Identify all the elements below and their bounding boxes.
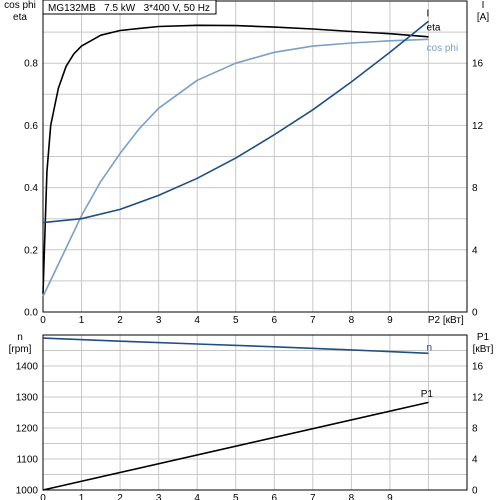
- y-left-axis-title: cos phi: [4, 0, 36, 11]
- y-left-tick-label: 0.2: [24, 245, 38, 256]
- y-left-tick-label: 1400: [16, 362, 39, 373]
- x-tick-label: 6: [271, 315, 277, 326]
- x-tick-label: 9: [387, 315, 393, 326]
- x-tick-label: 1: [79, 315, 85, 326]
- series-line-i: [42, 20, 430, 224]
- y-right-axis-title: [кВт]: [473, 344, 494, 355]
- y-left-tick-label: 0.6: [24, 121, 38, 132]
- x-tick-label: 6: [271, 493, 277, 500]
- y-left-axis-title: eta: [13, 12, 27, 23]
- y-right-tick-label: 4: [472, 455, 478, 466]
- y-left-tick-label: 0.8: [24, 59, 38, 70]
- x-tick-label: 2: [117, 493, 123, 500]
- y-right-tick-label: 12: [472, 393, 484, 404]
- series-label: P1: [421, 389, 434, 400]
- y-right-tick-label: 16: [472, 59, 484, 70]
- x-tick-label: 2: [117, 315, 123, 326]
- plot-frame: [42, 0, 468, 313]
- x-tick-label: 3: [156, 315, 162, 326]
- model-header: MG132MB 7.5 kW 3*400 V, 50 Hz: [42, 0, 217, 15]
- y-left-tick-label: 1300: [16, 393, 39, 404]
- series-line-cos-phi: [42, 38, 429, 297]
- bottom-panel: 0 1 2 3 4 5 6 7 8 9100011001200130014000481216n[r…: [9, 332, 494, 500]
- series-line-eta: [42, 24, 429, 294]
- x-tick-label: 8: [349, 493, 355, 500]
- x-tick-label: 5: [233, 315, 239, 326]
- x-tick-label: 0: [40, 493, 46, 500]
- x-tick-label: 7: [310, 315, 316, 326]
- y-right-tick-label: 4: [472, 245, 478, 256]
- y-right-tick-label: 0: [472, 308, 478, 319]
- x-tick-label: 9: [387, 493, 393, 500]
- x-tick-label: 0: [40, 315, 46, 326]
- x-tick-label: 5: [233, 493, 239, 500]
- x-tick-label: 3: [156, 493, 162, 500]
- y-right-tick-label: 8: [472, 424, 478, 435]
- plot-frame: [42, 334, 468, 491]
- y-left-tick-label: 0.0: [24, 308, 38, 319]
- series-label: cos phi: [427, 43, 459, 54]
- y-right-axis-title: [A]: [477, 12, 489, 23]
- y-left-axis-title: [rpm]: [9, 344, 32, 355]
- y-right-tick-label: 0: [472, 486, 478, 497]
- x-tick-label: 8: [349, 315, 355, 326]
- series-label: eta: [427, 23, 441, 34]
- model-label: MG132MB 7.5 kW 3*400 V, 50 Hz: [48, 3, 210, 14]
- y-right-tick-label: 16: [472, 362, 484, 373]
- x-tick-label: 4: [194, 315, 200, 326]
- series-line-n: [42, 337, 429, 355]
- series-line-p1: [42, 401, 429, 491]
- y-right-axis-title: P1: [477, 332, 490, 343]
- model-label-box: [42, 0, 217, 15]
- x-tick-label: 1: [79, 493, 85, 500]
- x-axis-title: P2 [кВт]: [428, 315, 464, 326]
- x-tick-label: 4: [194, 493, 200, 500]
- y-left-tick-label: 1000: [16, 486, 39, 497]
- series-label: n: [427, 343, 433, 354]
- y-right-tick-label: 8: [472, 183, 478, 194]
- series-label: I: [427, 9, 430, 20]
- y-left-tick-label: 0.4: [24, 183, 38, 194]
- x-tick-label: 7: [310, 493, 316, 500]
- y-left-tick-label: 1100: [16, 455, 38, 466]
- y-left-tick-label: 1200: [16, 424, 39, 435]
- top-panel: 0 1 2 3 4 5 6 7 8 9 P2 [кВт]0.00.20.40.60.80481216…: [4, 0, 489, 326]
- y-right-tick-label: 12: [472, 121, 484, 132]
- y-left-axis-title: n: [17, 332, 23, 343]
- y-right-axis-title: I: [482, 0, 485, 11]
